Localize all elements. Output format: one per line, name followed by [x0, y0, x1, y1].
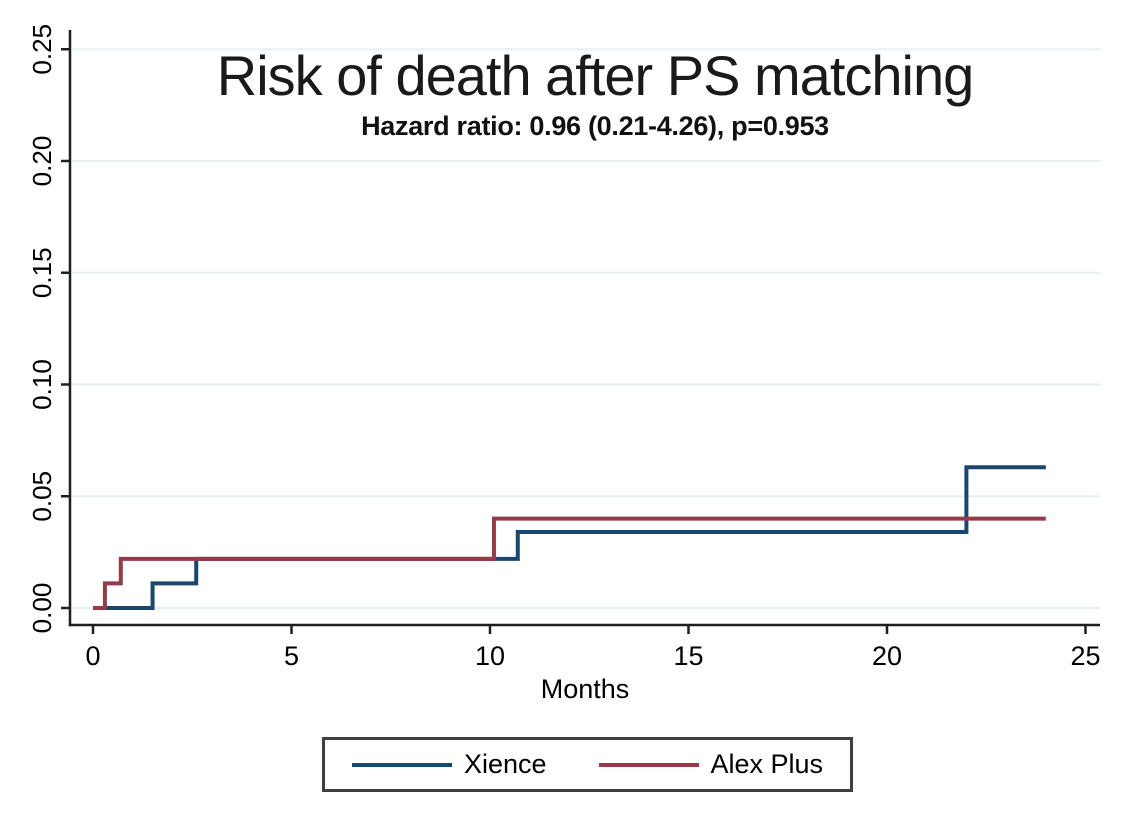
legend-label-xience: Xience: [463, 749, 547, 779]
chart-subtitle: Hazard ratio: 0.96 (0.21-4.26), p=0.953: [361, 111, 829, 141]
y-tick-label: 0.05: [27, 471, 57, 522]
y-tick-label: 0.25: [27, 24, 57, 75]
legend-item-alex-plus: Alex Plus: [598, 749, 824, 779]
series-line-alex-plus: [93, 516, 1046, 610]
x-tick-label: 15: [673, 641, 703, 671]
x-tick-label: 0: [85, 641, 100, 671]
y-tick-label: 0.20: [27, 136, 57, 187]
y-tick-label: 0.15: [27, 247, 57, 298]
x-tick-label: 10: [475, 641, 505, 671]
x-tick-label: 5: [284, 641, 299, 671]
xience-line-swatch-icon: [351, 762, 452, 767]
legend-item-xience: Xience: [351, 749, 547, 779]
alex-plus-line-swatch-icon: [598, 762, 699, 767]
chart-title: Risk of death after PS matching: [216, 44, 975, 107]
y-tick-label: 0.00: [27, 583, 57, 634]
series-line-xience: [93, 465, 1046, 610]
y-tick-label: 0.10: [27, 359, 57, 410]
x-tick-label: 25: [1070, 641, 1100, 671]
legend-label-alex-plus: Alex Plus: [710, 749, 824, 779]
x-tick-label: 20: [872, 641, 902, 671]
x-axis-title: Months: [541, 674, 630, 704]
legend-box: Xience Alex Plus: [322, 737, 853, 792]
